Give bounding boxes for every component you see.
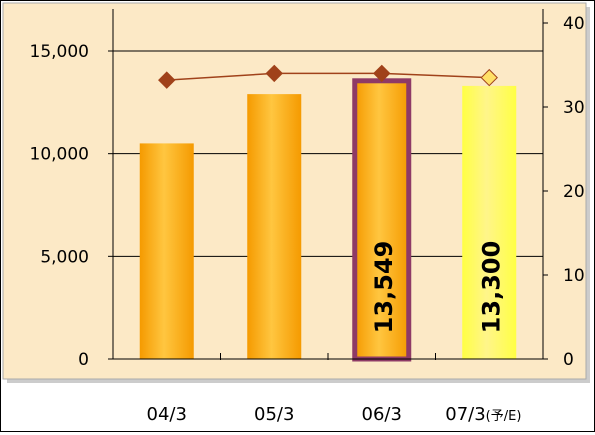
line-series bbox=[158, 64, 498, 89]
left-tick-label: 5,000 bbox=[40, 247, 89, 267]
left-tick-label: 10,000 bbox=[30, 145, 89, 165]
x-tick-label: 05/3 bbox=[254, 404, 294, 425]
line-marker bbox=[265, 64, 283, 83]
bar-04-3 bbox=[139, 143, 194, 359]
right-tick-label: 20 bbox=[563, 182, 585, 202]
line-marker bbox=[480, 68, 498, 87]
line-path bbox=[166, 72, 490, 81]
axes: 0 5,000 10,000 15,000 0 10 20 30 40 bbox=[30, 9, 585, 370]
right-tick-label: 40 bbox=[563, 14, 585, 34]
x-tick-label: 04/3 bbox=[147, 404, 187, 425]
right-tick-label: 0 bbox=[563, 350, 574, 370]
x-tick-label: 07/3(予/E) bbox=[445, 404, 521, 425]
bars bbox=[139, 78, 517, 362]
left-tick-label: 15,000 bbox=[30, 42, 89, 62]
line-marker bbox=[373, 64, 391, 83]
right-tick-label: 30 bbox=[563, 98, 585, 118]
x-tick-label: 06/3 bbox=[362, 404, 402, 425]
bar-07-3 bbox=[462, 85, 517, 359]
line-marker bbox=[158, 71, 176, 89]
left-tick-label: 0 bbox=[78, 350, 89, 370]
labels: 13,549 13,300 04/3 05/3 06/3 07/3(予/E) bbox=[147, 241, 522, 425]
right-tick-label: 10 bbox=[563, 266, 585, 286]
bar-data-label: 13,549 bbox=[370, 241, 398, 334]
bar-05-3 bbox=[247, 94, 302, 360]
bar-data-label: 13,300 bbox=[477, 241, 505, 334]
